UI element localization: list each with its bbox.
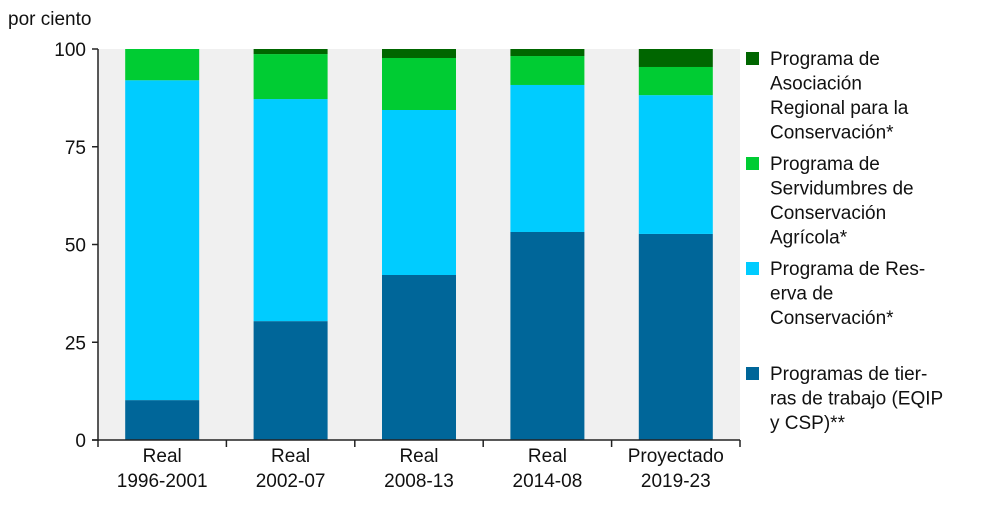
bar-segment-3-1 — [510, 84, 585, 232]
legend-label: Conservación — [770, 203, 886, 224]
legend-label: Agrícola* — [770, 228, 848, 249]
legend-label: Regional para la — [770, 98, 909, 119]
x-tick-label: Real — [271, 446, 310, 467]
bar-segment-1-1 — [253, 99, 328, 322]
bar-segment-2-1 — [382, 109, 456, 275]
bar-segment-1-0 — [253, 321, 328, 440]
bar-segment-3-0 — [510, 231, 585, 440]
bar-segment-2-2 — [382, 57, 456, 110]
legend-label: Servidumbres de — [770, 179, 914, 200]
legend-label: Asociación — [770, 74, 862, 95]
bar-segment-4-0 — [638, 233, 713, 440]
y-tick-label: 0 — [75, 431, 86, 452]
legend-label: y CSP)** — [770, 413, 846, 434]
legend-label: erva de — [770, 284, 833, 305]
x-tick-label: 1996-2001 — [117, 471, 208, 492]
x-tick-label: 2014-08 — [513, 471, 583, 492]
x-tick-label: Proyectado — [628, 446, 724, 467]
legend-label: Conservación* — [770, 308, 894, 329]
bar-segment-1-2 — [253, 54, 328, 100]
legend-label: Conservación* — [770, 123, 894, 144]
y-tick-label: 100 — [54, 40, 86, 61]
bar-segment-1-3 — [253, 49, 328, 55]
bar-segment-4-3 — [638, 49, 713, 67]
legend-label: Programa de — [770, 49, 880, 70]
x-tick-label: Real — [528, 446, 567, 467]
bar-segment-3-2 — [510, 56, 585, 85]
bar-segment-4-2 — [638, 66, 713, 96]
bar-segment-2-3 — [382, 49, 456, 58]
bar-segment-3-3 — [510, 49, 585, 57]
legend-label: Programa de — [770, 154, 880, 175]
legend-swatch — [746, 52, 759, 65]
bar-segment-4-1 — [638, 95, 713, 234]
legend-label: Programas de tier- — [770, 364, 927, 385]
legend-swatch — [746, 367, 759, 380]
legend-label: Programa de Res- — [770, 259, 925, 280]
bar-segment-0-0 — [125, 400, 200, 440]
bar-segment-0-2 — [125, 49, 200, 81]
bar-segment-2-0 — [382, 274, 456, 440]
x-tick-label: 2019-23 — [641, 471, 711, 492]
x-tick-label: Real — [399, 446, 438, 467]
y-tick-label: 75 — [65, 138, 86, 159]
legend-swatch — [746, 262, 759, 275]
x-tick-label: Real — [143, 446, 182, 467]
bar-segment-0-1 — [125, 80, 200, 401]
y-tick-label: 50 — [65, 236, 86, 257]
x-tick-label: 2002-07 — [256, 471, 326, 492]
y-tick-label: 25 — [65, 333, 86, 354]
legend-label: ras de trabajo (EQIP — [770, 389, 943, 410]
legend-swatch — [746, 157, 759, 170]
y-axis-label: por ciento — [8, 9, 91, 30]
x-tick-label: 2008-13 — [384, 471, 454, 492]
